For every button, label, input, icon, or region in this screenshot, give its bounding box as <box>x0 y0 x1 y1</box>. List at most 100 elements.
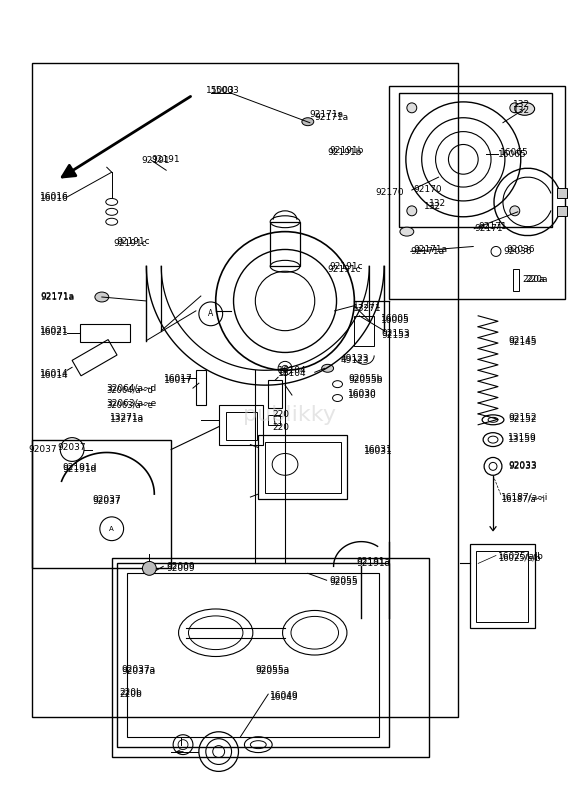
Text: 92055a: 92055a <box>255 665 290 674</box>
Text: 13271: 13271 <box>353 304 382 314</box>
Text: 92152: 92152 <box>508 415 536 424</box>
Text: 92037: 92037 <box>29 445 57 454</box>
Text: 92171a: 92171a <box>414 245 448 254</box>
Text: 16049: 16049 <box>270 693 299 702</box>
Text: 16030: 16030 <box>349 389 377 398</box>
Ellipse shape <box>400 227 414 236</box>
Text: 92171a: 92171a <box>40 291 75 301</box>
Text: 13271: 13271 <box>353 302 382 310</box>
Text: 92153: 92153 <box>381 331 410 340</box>
Ellipse shape <box>322 364 334 372</box>
Circle shape <box>510 103 520 113</box>
Text: 16016: 16016 <box>40 193 69 202</box>
Text: 92191c: 92191c <box>117 237 150 246</box>
Text: 92153: 92153 <box>381 329 410 338</box>
Text: 92191: 92191 <box>142 156 170 165</box>
Text: 92191b: 92191b <box>328 148 362 157</box>
Bar <box>72 339 117 376</box>
Text: 32063/a~e: 32063/a~e <box>107 398 157 407</box>
Text: 92171: 92171 <box>478 222 507 231</box>
Bar <box>268 380 282 408</box>
Text: 16065: 16065 <box>500 148 529 157</box>
Text: 132: 132 <box>424 202 441 211</box>
Text: 92033: 92033 <box>508 462 536 471</box>
Text: 92191c: 92191c <box>114 239 147 248</box>
Text: 220: 220 <box>272 423 289 432</box>
Text: 220b: 220b <box>120 688 142 697</box>
Text: 32063/a~e: 32063/a~e <box>107 401 154 410</box>
Text: 13271a: 13271a <box>110 414 144 422</box>
Bar <box>32 440 171 568</box>
Text: 16049: 16049 <box>270 690 299 700</box>
Bar <box>557 206 567 216</box>
Text: 92171a: 92171a <box>40 294 75 302</box>
Ellipse shape <box>302 118 314 126</box>
Text: 92171a: 92171a <box>315 114 349 122</box>
Text: 16017: 16017 <box>164 374 193 382</box>
Text: 16030: 16030 <box>349 390 377 399</box>
Text: 16187/a~i: 16187/a~i <box>501 494 545 503</box>
Text: A: A <box>208 310 213 318</box>
Text: 13271a: 13271a <box>110 415 144 424</box>
Text: 13159: 13159 <box>508 433 536 442</box>
Text: 16031: 16031 <box>364 447 393 456</box>
Text: 132: 132 <box>429 199 446 209</box>
Text: 16104: 16104 <box>278 366 307 374</box>
Text: 92037a: 92037a <box>121 665 155 674</box>
Text: 132: 132 <box>513 100 530 110</box>
Bar <box>513 270 519 291</box>
Text: 92171: 92171 <box>474 224 503 233</box>
Text: 92191d: 92191d <box>62 463 97 472</box>
Bar <box>354 316 374 346</box>
Bar <box>470 544 535 628</box>
Bar <box>476 550 528 622</box>
Bar <box>218 405 263 445</box>
Text: 92037: 92037 <box>57 443 86 452</box>
Bar <box>80 324 129 342</box>
Circle shape <box>142 562 156 575</box>
Text: 92191d: 92191d <box>62 465 97 474</box>
Text: 16021: 16021 <box>40 326 69 335</box>
Text: 220a: 220a <box>523 274 545 284</box>
Bar <box>258 434 347 499</box>
Circle shape <box>407 206 417 216</box>
Bar <box>127 574 379 737</box>
Bar <box>32 63 458 717</box>
Text: 16104: 16104 <box>278 369 307 378</box>
Bar <box>557 188 567 198</box>
Bar <box>225 412 257 440</box>
Text: 15003: 15003 <box>211 86 239 94</box>
Text: 220: 220 <box>272 410 289 419</box>
Circle shape <box>510 206 520 216</box>
Text: 92191b: 92191b <box>329 146 364 155</box>
Text: 92191c: 92191c <box>328 265 361 274</box>
Text: 92037a: 92037a <box>121 667 155 676</box>
Text: 92191a: 92191a <box>357 559 391 568</box>
Text: 16021: 16021 <box>40 328 69 337</box>
Text: 16005: 16005 <box>381 314 410 323</box>
Text: 32064/a~d: 32064/a~d <box>107 384 157 393</box>
Text: 92055: 92055 <box>329 578 358 586</box>
Text: 92145: 92145 <box>508 336 536 345</box>
Text: 92055b: 92055b <box>349 376 383 385</box>
Text: 16025/a/b: 16025/a/b <box>498 554 540 563</box>
Text: 92170: 92170 <box>375 187 404 197</box>
Text: 132: 132 <box>513 106 530 115</box>
Text: 13159: 13159 <box>508 435 536 444</box>
Text: 92009: 92009 <box>166 564 195 573</box>
Bar <box>117 563 389 746</box>
Bar <box>265 442 340 493</box>
Text: 49123: 49123 <box>340 356 369 365</box>
Text: 16187/a~i: 16187/a~i <box>501 493 549 502</box>
Text: 92152: 92152 <box>508 414 536 422</box>
Text: 92191c: 92191c <box>329 262 363 270</box>
Text: 220a: 220a <box>526 274 548 284</box>
Text: 49123: 49123 <box>340 354 369 363</box>
Text: publikky: publikky <box>243 405 336 425</box>
Ellipse shape <box>95 292 109 302</box>
Text: 16065: 16065 <box>498 150 527 159</box>
Text: 92037: 92037 <box>92 494 121 503</box>
Text: 92170: 92170 <box>414 185 442 194</box>
Bar <box>196 370 206 405</box>
Text: 92055b: 92055b <box>349 374 383 382</box>
